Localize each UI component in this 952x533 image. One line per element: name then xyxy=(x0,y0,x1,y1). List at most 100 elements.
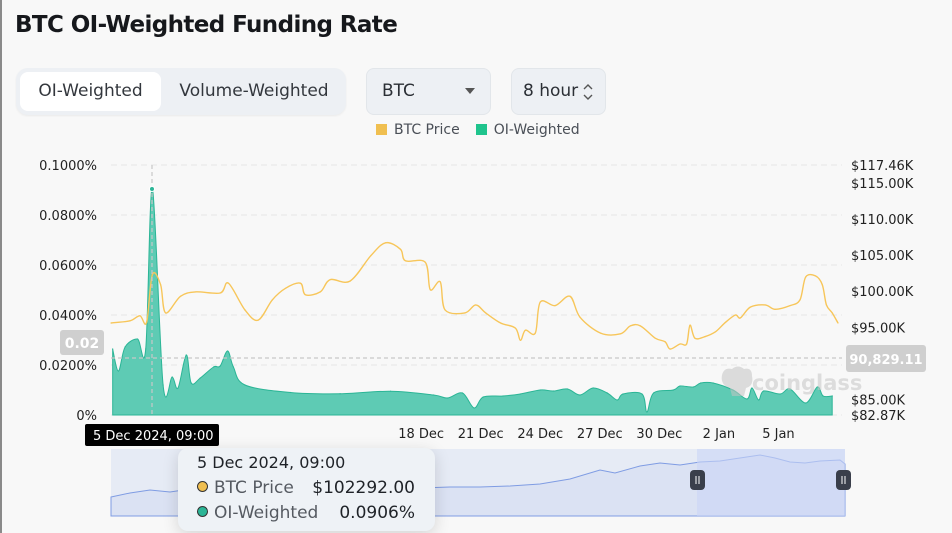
btc-price-point xyxy=(534,332,536,334)
btc-price-point xyxy=(825,304,828,306)
left-tick-label: 0.0400% xyxy=(39,309,97,324)
btc-price-point xyxy=(384,242,387,244)
tab-oi-weighted[interactable]: OI-Weighted xyxy=(20,72,161,111)
legend-item-btc-price[interactable]: BTC Price xyxy=(376,122,460,138)
oi-weighted-point xyxy=(592,387,594,389)
legend-item-oi-weighted[interactable]: OI-Weighted xyxy=(475,122,580,138)
crosshair-left-label: 0.02 xyxy=(65,336,100,352)
btc-price-point xyxy=(145,321,148,323)
btc-price-point xyxy=(539,301,541,303)
btc-price-point xyxy=(499,322,502,324)
tooltip-row-btc-price: BTC Price $102292.00 xyxy=(197,478,415,499)
btc-price-point xyxy=(271,299,273,301)
coin-select[interactable]: BTC xyxy=(366,68,491,115)
interval-select[interactable]: 8 hour xyxy=(511,68,606,115)
right-tick-label: $117.46K xyxy=(851,159,914,174)
x-tick-label: 18 Dec xyxy=(398,427,444,442)
btc-price-point xyxy=(799,299,801,301)
btc-price-point xyxy=(304,294,306,296)
btc-price-point xyxy=(464,312,466,314)
oi-weighted-point xyxy=(606,392,608,394)
oi-weighted-point xyxy=(117,370,120,372)
tooltip-label: BTC Price xyxy=(214,478,294,498)
btc-price-point xyxy=(179,295,182,297)
btc-price-point xyxy=(837,322,839,324)
btc-price-point xyxy=(227,282,230,284)
tooltip-label: OI-Weighted xyxy=(214,503,319,523)
btc-price-point xyxy=(629,325,632,327)
navigator-right-handle[interactable] xyxy=(836,470,851,490)
btc-price-point xyxy=(739,317,742,319)
btc-price-point xyxy=(694,337,696,339)
oi-weighted-point xyxy=(162,384,164,386)
btc-price-point xyxy=(299,282,302,284)
oi-weighted-point xyxy=(502,395,504,397)
oi-weighted-point xyxy=(779,393,781,395)
btc-price-point xyxy=(689,324,691,326)
btc-price-point xyxy=(749,306,751,308)
x-tick-label: 2 Jan xyxy=(703,427,735,442)
x-tick-label: 30 Dec xyxy=(636,427,682,442)
tooltip-date: 5 Dec 2024, 09:00 xyxy=(197,453,346,472)
btc-price-point xyxy=(284,287,287,289)
right-tick-label: $110.00K xyxy=(851,213,914,228)
tooltip-value: $102292.00 xyxy=(312,478,415,498)
btc-price-point xyxy=(789,305,791,307)
oi-weighted-point xyxy=(831,395,833,397)
btc-price-line xyxy=(110,241,839,350)
oi-weighted-point xyxy=(746,398,748,400)
oi-weighted-point xyxy=(672,389,675,391)
oi-weighted-point xyxy=(482,396,484,398)
btc-price-point xyxy=(664,341,666,343)
oi-weighted-point xyxy=(679,385,681,387)
oi-weighted-point xyxy=(124,346,126,348)
oi-weighted-point xyxy=(539,389,541,391)
btc-price-point xyxy=(669,348,671,350)
oi-weighted-point xyxy=(751,387,753,389)
x-tick-label: 5 Jan xyxy=(762,427,794,442)
coinglass-watermark: coinglass xyxy=(721,366,862,396)
oi-weighted-point xyxy=(339,393,341,395)
right-tick-label: $115.00K xyxy=(851,177,914,192)
caret-down-icon xyxy=(465,88,475,94)
crosshair-right-label: 90,829.11 xyxy=(849,353,922,368)
oi-weighted-point xyxy=(692,386,694,388)
legend-swatch xyxy=(376,124,387,135)
oi-weighted-point xyxy=(227,350,229,352)
x-tick-label: 21 Dec xyxy=(458,427,504,442)
btc-price-point xyxy=(554,305,556,307)
tab-volume-weighted[interactable]: Volume-Weighted xyxy=(179,81,329,101)
btc-price-point xyxy=(139,315,141,317)
oi-weighted-point xyxy=(473,407,475,409)
crosshair-x-badge xyxy=(85,424,219,446)
btc-price-point xyxy=(475,304,477,306)
btc-price-point xyxy=(600,332,602,334)
oi-weighted-point xyxy=(244,384,246,386)
oi-weighted-point xyxy=(185,354,187,356)
btc-price-point xyxy=(219,292,221,294)
btc-price-point xyxy=(439,281,441,283)
oi-weighted-dot-icon xyxy=(197,506,208,517)
crosshair-left-badge xyxy=(60,330,104,355)
oi-weighted-point xyxy=(219,365,221,367)
navigator-left-handle[interactable] xyxy=(690,470,705,490)
btc-price-point xyxy=(831,312,833,314)
btc-price-point xyxy=(370,255,372,257)
left-tick-label: 0.0200% xyxy=(39,359,97,374)
btc-price-point xyxy=(704,336,706,338)
oi-weighted-point xyxy=(712,382,714,384)
btc-price-point xyxy=(151,274,153,276)
btc-price-point xyxy=(686,343,688,345)
btc-price-point xyxy=(714,331,717,333)
btc-price-point xyxy=(724,321,727,323)
navigator-selected-range[interactable] xyxy=(697,449,845,516)
right-tick-label: $95.00K xyxy=(851,321,905,336)
btc-price-point xyxy=(349,280,351,282)
tooltip-value: 0.0906% xyxy=(339,503,415,523)
btc-price-point xyxy=(639,325,641,327)
weighting-toggle: OI-Weighted Volume-Weighted xyxy=(16,68,346,115)
interval-select-value: 8 hour xyxy=(523,81,579,101)
btc-price-point xyxy=(444,309,446,311)
crosshair-right-badge xyxy=(846,345,926,372)
